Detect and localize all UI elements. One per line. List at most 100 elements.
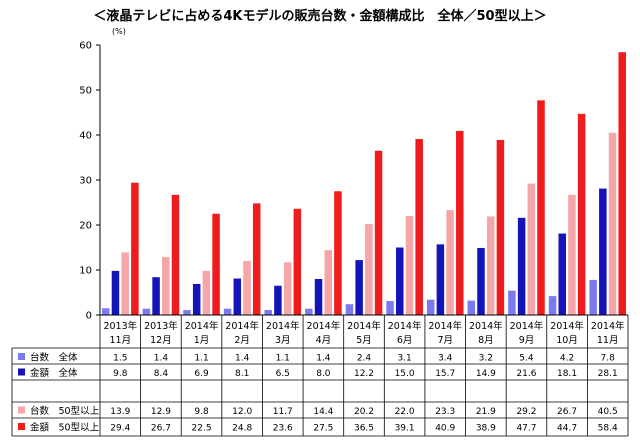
legend-swatch <box>18 353 25 360</box>
y-tick-label: 20 <box>79 221 92 232</box>
data-label: 3.4 <box>438 354 453 364</box>
data-label: 6.5 <box>276 369 290 379</box>
y-tick-label: 50 <box>79 86 92 97</box>
data-label: 8.0 <box>316 369 331 379</box>
category-label: 2013年 <box>103 320 137 332</box>
bar <box>386 301 394 315</box>
bar <box>111 270 120 315</box>
bar <box>283 262 292 315</box>
category-label: 2014年 <box>225 320 259 332</box>
bar <box>537 100 545 315</box>
data-label: 1.1 <box>194 354 208 364</box>
category-label: 11月 <box>597 335 619 346</box>
bar <box>548 296 557 315</box>
data-label: 9.8 <box>194 407 209 417</box>
bar <box>426 299 435 315</box>
data-label: 3.1 <box>397 354 411 364</box>
bar <box>467 300 476 315</box>
bar <box>374 150 383 315</box>
bar <box>436 244 445 315</box>
category-label: 2014年 <box>307 320 341 332</box>
data-label: 13.9 <box>110 407 130 417</box>
legend-label: 台数 全体 <box>30 352 78 364</box>
category-label: 10月 <box>556 335 578 346</box>
category-label: 12月 <box>150 335 172 346</box>
data-label: 15.7 <box>435 369 455 379</box>
bar <box>293 208 302 315</box>
bar <box>252 203 261 315</box>
bar <box>223 308 232 315</box>
y-tick-label: 0 <box>86 311 92 322</box>
category-label: 6月 <box>397 335 413 346</box>
data-label: 3.2 <box>479 354 493 364</box>
bar <box>212 213 220 315</box>
bar <box>396 247 404 315</box>
bar <box>618 52 626 315</box>
bar <box>131 182 139 315</box>
bars-layer <box>102 52 626 315</box>
category-label: 11月 <box>110 335 132 346</box>
bar <box>274 285 282 315</box>
data-label: 27.5 <box>313 424 333 434</box>
data-label: 21.6 <box>516 369 536 379</box>
bar <box>264 310 272 315</box>
data-label: 2.4 <box>357 354 372 364</box>
data-label: 26.7 <box>151 424 171 434</box>
data-label: 1.4 <box>235 354 250 364</box>
data-label: 12.0 <box>232 407 252 417</box>
bar <box>365 224 373 315</box>
category-label: 4月 <box>316 335 332 346</box>
data-label: 24.8 <box>232 424 252 434</box>
bar <box>608 132 617 315</box>
bar <box>508 290 516 315</box>
data-label: 20.2 <box>354 407 374 417</box>
bar <box>415 139 423 315</box>
data-label: 47.7 <box>516 424 536 434</box>
bar <box>142 308 151 315</box>
bar <box>121 252 129 315</box>
category-label: 2014年 <box>347 320 381 332</box>
bar <box>345 304 354 315</box>
bar <box>446 210 454 315</box>
bar <box>568 194 576 315</box>
bar <box>577 113 586 315</box>
data-label: 5.4 <box>519 354 534 364</box>
bar <box>355 260 363 315</box>
y-axis-unit: (%) <box>112 27 126 36</box>
category-label: 2014年 <box>469 320 503 332</box>
data-label: 11.7 <box>273 407 293 417</box>
data-label: 1.1 <box>276 354 290 364</box>
data-label: 21.9 <box>476 407 496 417</box>
data-label: 40.5 <box>598 407 618 417</box>
bar <box>243 261 251 315</box>
bar <box>517 217 526 315</box>
data-label: 29.2 <box>516 407 536 417</box>
data-label: 29.4 <box>110 424 130 434</box>
category-label: 1月 <box>194 335 210 346</box>
data-label: 40.9 <box>435 424 455 434</box>
data-label: 8.1 <box>235 369 249 379</box>
bar <box>324 250 332 315</box>
data-label: 18.1 <box>557 369 577 379</box>
bar <box>599 188 607 315</box>
data-label: 23.3 <box>435 407 455 417</box>
category-label: 2014年 <box>388 320 422 332</box>
bar <box>171 194 180 315</box>
bar <box>334 191 342 315</box>
legend-label: 金額 全体 <box>30 367 78 379</box>
category-label: 8月 <box>478 335 494 346</box>
bar <box>405 216 414 315</box>
data-label: 1.4 <box>316 354 331 364</box>
bar <box>589 279 597 315</box>
category-label: 3月 <box>275 335 291 346</box>
data-label: 14.4 <box>313 407 333 417</box>
data-label: 22.0 <box>395 407 415 417</box>
data-label: 6.9 <box>194 369 209 379</box>
data-label: 1.5 <box>113 354 127 364</box>
axes-layer: 0 10 20 30 40 50 60 <box>79 41 101 322</box>
bar <box>152 277 160 315</box>
category-label: 2014年 <box>185 320 219 332</box>
bar <box>314 279 323 315</box>
